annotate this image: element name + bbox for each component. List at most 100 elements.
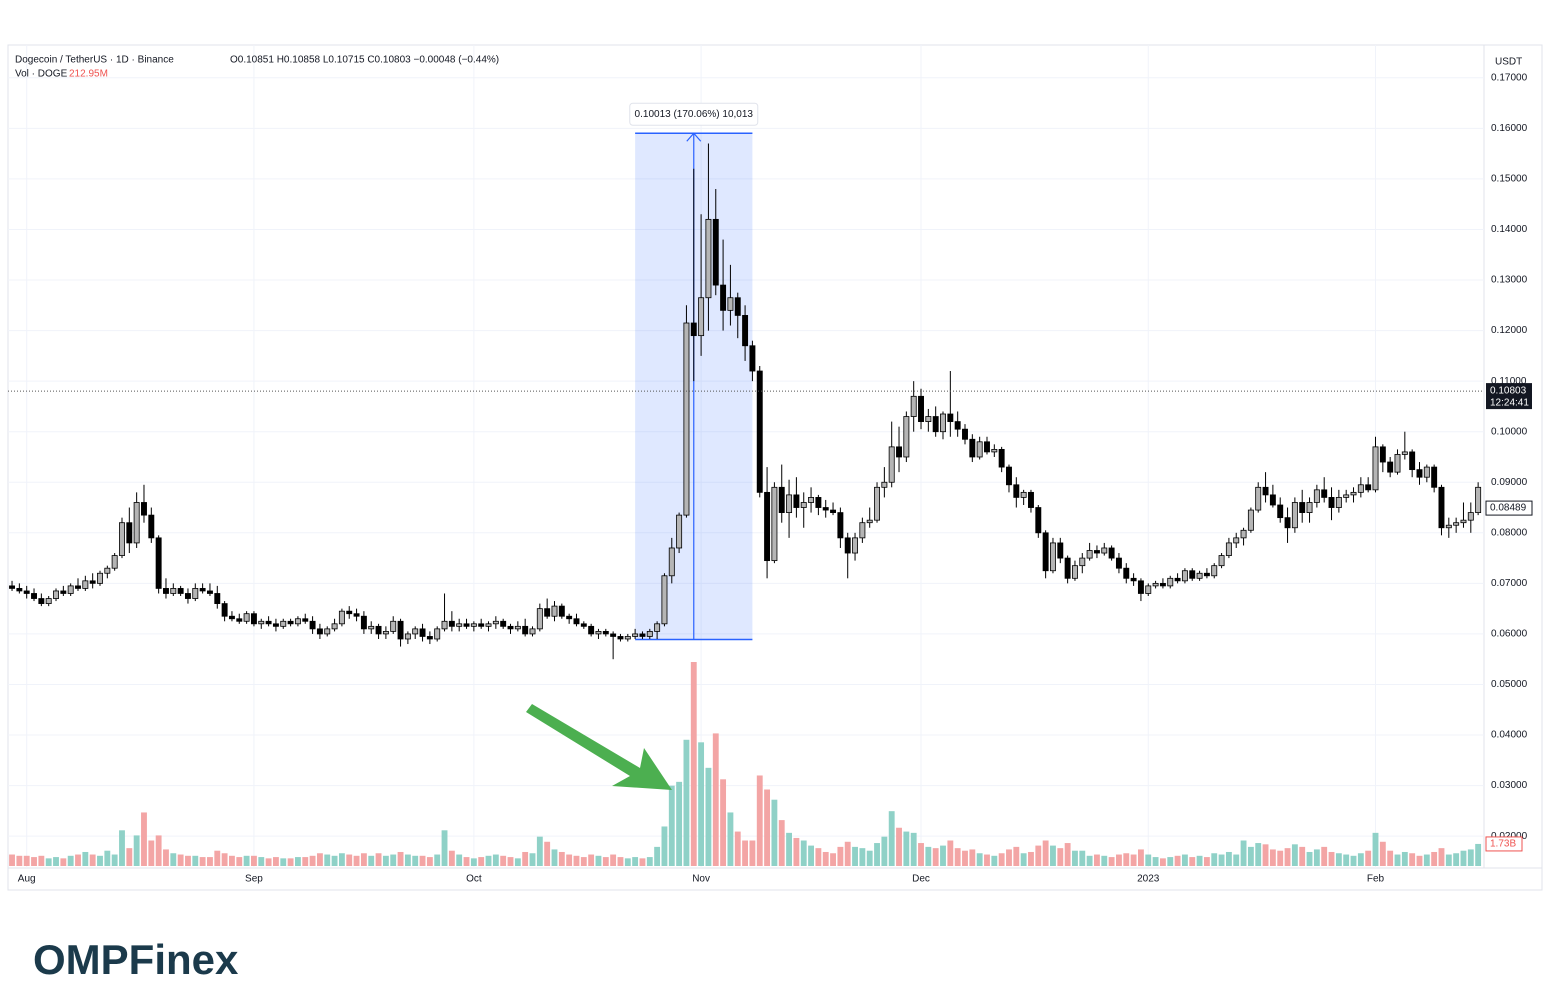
volume-bar (610, 854, 617, 866)
volume-bar (1467, 849, 1474, 866)
volume-bar (1159, 858, 1166, 866)
candle-body (272, 623, 279, 627)
volume-bar (1416, 855, 1423, 866)
candle-body (954, 421, 961, 430)
candle-body (1365, 484, 1372, 491)
candle-body (558, 605, 565, 617)
volume-bar (331, 855, 338, 866)
candle-body (309, 620, 316, 630)
candle-body (830, 509, 837, 513)
volume-bar (1240, 840, 1247, 866)
candle-body (1445, 524, 1452, 529)
volume-bar (830, 853, 836, 866)
y-tick-label: 0.05000 (1491, 679, 1528, 690)
candle-body (441, 620, 448, 630)
candle-body (507, 625, 514, 630)
volume-bar (1394, 854, 1401, 866)
volume-bar (844, 841, 851, 866)
volume-bar (265, 858, 272, 866)
volume-bar (720, 779, 727, 866)
candle-body (148, 514, 155, 539)
candle-body (918, 395, 924, 422)
volume-bar (947, 840, 954, 866)
volume-bar (492, 854, 499, 866)
candle-body (228, 615, 235, 620)
candle-body (265, 620, 272, 625)
volume-bar (1225, 851, 1232, 866)
x-tick-label: 2023 (1137, 874, 1160, 885)
candle-body (419, 628, 426, 637)
candle-body (1181, 570, 1188, 582)
volume-bar (727, 812, 734, 866)
volume-bar (940, 845, 946, 866)
volume-bar (1123, 853, 1130, 866)
volume-bar (1057, 848, 1064, 866)
volume-bar (148, 840, 155, 866)
candle-body (764, 491, 771, 562)
volume-bar (1152, 857, 1159, 866)
volume-bar (155, 835, 162, 866)
candle-body (668, 547, 675, 577)
candle-body (903, 416, 910, 458)
volume-bar (192, 855, 199, 866)
volume-bar (896, 827, 902, 866)
volume-bar (881, 836, 888, 866)
candle-body (184, 593, 191, 599)
volume-bar (221, 853, 228, 866)
volume-bar (163, 849, 169, 866)
candle-body (192, 588, 199, 599)
volume-bar (448, 850, 455, 866)
candle-body (742, 315, 749, 347)
volume-bar (866, 850, 873, 866)
candle-body (998, 448, 1005, 468)
volume-bar (353, 855, 360, 866)
volume-bar (514, 858, 521, 866)
volume-bar (426, 857, 433, 866)
volume-bar (1255, 843, 1262, 866)
candle-body (1211, 565, 1218, 577)
y-tick-label: 0.14000 (1491, 224, 1528, 235)
candle-body (368, 625, 375, 630)
candle-body (727, 297, 734, 311)
candle-body (463, 623, 470, 627)
volume-bar (1174, 855, 1181, 866)
volume-value: 212.95M (69, 69, 108, 80)
y-tick-label: 0.07000 (1491, 578, 1528, 589)
volume-bar (1130, 854, 1137, 866)
volume-bar (368, 855, 375, 866)
candle-body (287, 620, 294, 625)
volume-bar (874, 843, 880, 866)
close-tag-label: 0.08489 (1490, 503, 1527, 514)
volume-bar (199, 857, 206, 866)
volume-bar (119, 830, 125, 866)
volume-bar (104, 850, 111, 866)
candle-body (1328, 497, 1335, 508)
volume-bar (888, 811, 895, 866)
candle-layer (9, 143, 1482, 660)
candle-body (991, 448, 998, 453)
candle-body (786, 494, 793, 513)
candle-body (793, 494, 800, 508)
volume-layer (9, 662, 1482, 866)
volume-bar (133, 835, 140, 866)
candle-body (1042, 532, 1049, 572)
candle-body (1115, 557, 1122, 569)
candle-body (522, 625, 529, 635)
candle-body (163, 588, 169, 594)
candle-body (60, 590, 67, 594)
close-tag (1485, 500, 1533, 516)
volume-bar (302, 857, 309, 866)
candle-body (551, 605, 558, 617)
candle-body (1409, 451, 1416, 471)
candle-body (734, 297, 741, 316)
volume-bar (1453, 853, 1460, 866)
volume-bar (1321, 846, 1328, 866)
volume-bar (1269, 849, 1276, 866)
volume-bar (1042, 840, 1049, 866)
candle-body (888, 446, 895, 483)
volume-bar (1291, 844, 1298, 866)
volume-bar (1247, 846, 1254, 866)
volume-bar (1423, 854, 1430, 866)
candle-body (45, 598, 52, 604)
